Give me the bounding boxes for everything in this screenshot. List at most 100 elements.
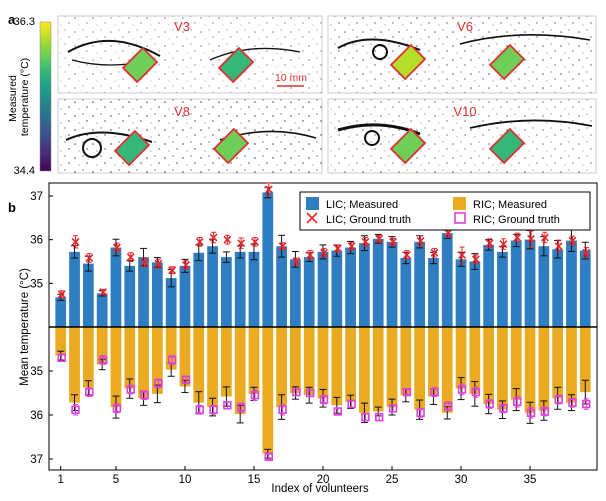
marker-lic-ground-truth [168,266,177,275]
marker-ric-ground-truth [140,390,149,400]
marker-ric-ground-truth [292,387,301,397]
bar-lic-measured [69,251,80,327]
bar-lic-measured [220,257,232,327]
bar-lic-measured [386,241,398,327]
roi-left [389,127,427,165]
bar-lic-measured [207,246,218,327]
bar-lic-measured [303,257,315,327]
bar-ric-measured [248,327,260,394]
bar-ric-measured [566,327,577,403]
bar-lic-measured [524,239,536,327]
colorbar-title-line2: temperature (°C) [19,58,31,136]
bar-ric-measured [193,327,205,403]
legend-lic-ground-truth: LIC; Ground truth [326,214,411,226]
marker-lic-ground-truth [251,237,259,246]
marker-ric-ground-truth [347,399,356,409]
marker-lic-ground-truth [375,234,384,243]
legend-square-icon [454,212,466,224]
x-tick-label: 20 [317,474,330,486]
marker-lic-ground-truth [181,261,190,269]
marker-lic-ground-truth [320,248,328,257]
bar-lic-measured [579,250,591,327]
legend-swatch-ric-measured [453,197,466,210]
legend-cross-icon [306,212,318,224]
bar-lic-measured [193,252,205,327]
bar-ric-measured [359,327,370,413]
marker-lic-ground-truth [237,239,246,248]
marker-ric-ground-truth [554,395,563,404]
marker-lic-ground-truth [444,229,453,238]
marker-ric-ground-truth [430,387,439,397]
marker-ric-ground-truth [361,412,370,422]
marker-ric-ground-truth [195,405,204,414]
marker-lic-ground-truth [292,257,301,266]
marker-ric-ground-truth [278,405,287,414]
bar-lic-measured [359,243,370,327]
marker-lic-ground-truth [389,237,397,246]
bar-ric-measured [524,327,536,413]
bar-ric-measured [262,327,274,454]
bar-ric-measured [414,327,426,410]
roi-right [488,127,526,165]
marker-ric-ground-truth [526,408,536,417]
bar-lic-measured [262,192,274,327]
bar-lic-measured [469,261,481,327]
marker-ric-ground-truth [236,403,246,412]
image-label-v6: V6 [457,19,473,34]
bar-lic-measured [428,258,439,327]
bar-lic-measured [441,233,453,327]
y-tick-label-top: 37 [30,191,43,203]
bar-ric-measured [345,327,356,402]
marker-ric-ground-truth [250,390,260,400]
bar-ric-measured [207,327,218,408]
marker-lic-ground-truth [430,248,439,257]
bar-ric-measured [455,327,467,389]
legend-lic-measured: LIC; Measured [326,199,398,211]
x-tick-label: 15 [248,474,261,486]
roi-left [389,43,427,81]
bar-lic-measured [151,262,163,327]
marker-lic-ground-truth [582,248,591,257]
marker-lic-ground-truth [402,250,411,259]
marker-ric-ground-truth [85,387,94,397]
marker-ric-ground-truth [71,405,80,414]
thermal-image-v8: V8 [57,98,323,174]
roi-right [217,46,255,84]
x-tick-label: 25 [386,474,399,486]
marker-ric-ground-truth [375,412,384,422]
y-axis-label: Mean temperature (°C) [19,268,31,386]
panel-a-label: a [8,12,16,27]
marker-lic-ground-truth [99,288,108,297]
scale-bar-label: 10 mm [275,72,307,84]
bar-ric-measured [386,327,398,408]
marker-ric-ground-truth [57,353,66,362]
bar-lic-measured [179,265,191,327]
marker-lic-ground-truth [554,242,563,251]
marker-ric-ground-truth [540,407,550,416]
marker-lic-ground-truth [126,253,135,262]
marker-lic-ground-truth [361,237,370,246]
x-axis-label: Index of volunteers [271,483,368,495]
bar-ric-measured [110,327,122,408]
y-tick-label-bottom: 37 [30,454,43,466]
x-tick-label: 5 [113,474,119,486]
bar-ric-measured [303,327,315,396]
bar-ric-measured [55,327,67,356]
marker-ric-ground-truth [319,395,329,404]
bar-ric-measured [510,327,522,400]
marker-lic-ground-truth [458,250,467,259]
bar-ric-measured [552,327,564,399]
bar-lic-measured [138,257,149,327]
colorbar-max: 36.3 [14,16,35,28]
thermal-image-v3: V3 10 mm [57,15,323,94]
colorbar-title: Measured temperature (°C) [7,58,31,136]
bar-ric-measured [220,327,232,397]
marker-ric-ground-truth [582,399,591,409]
legend-ric-measured: RIC; Measured [473,199,547,211]
thermal-image-v10: V10 [327,98,597,174]
marker-lic-ground-truth [195,237,204,246]
marker-ric-ground-truth [167,355,177,365]
legend-swatch-lic-measured [306,197,319,210]
